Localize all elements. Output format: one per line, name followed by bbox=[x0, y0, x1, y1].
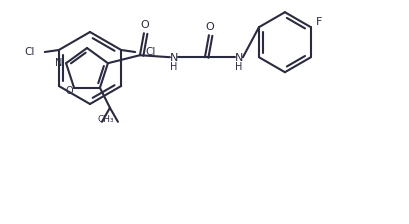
Text: N: N bbox=[55, 58, 63, 68]
Text: N: N bbox=[234, 53, 243, 63]
Text: F: F bbox=[315, 17, 321, 27]
Text: O: O bbox=[205, 22, 214, 32]
Text: CH₃: CH₃ bbox=[97, 115, 114, 124]
Text: N: N bbox=[169, 53, 178, 63]
Text: O: O bbox=[65, 86, 73, 96]
Text: H: H bbox=[235, 62, 242, 72]
Text: O: O bbox=[140, 20, 149, 30]
Text: Cl: Cl bbox=[145, 47, 155, 57]
Text: Cl: Cl bbox=[25, 47, 35, 57]
Text: H: H bbox=[170, 62, 177, 72]
